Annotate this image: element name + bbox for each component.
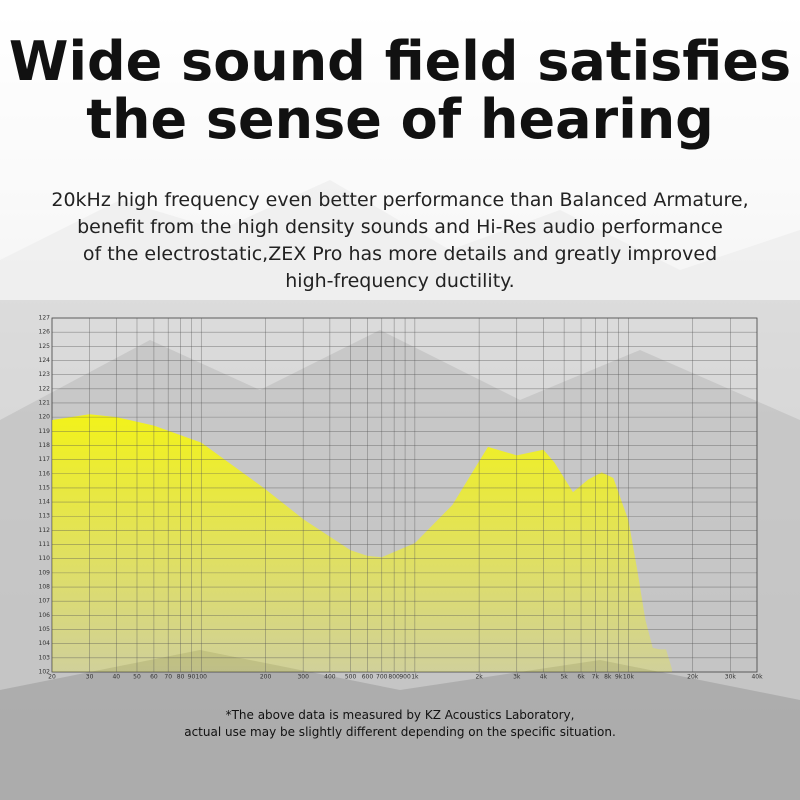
y-tick-label: 127 (39, 315, 51, 322)
y-tick-label: 108 (39, 584, 51, 591)
x-tick-label: 90 (188, 674, 196, 681)
y-tick-label: 113 (39, 513, 51, 520)
y-tick-label: 110 (39, 555, 51, 562)
title-backdrop (0, 0, 800, 300)
x-tick-label: 1k (411, 674, 419, 681)
y-tick-label: 121 (39, 399, 51, 406)
x-tick-label: 20k (687, 674, 699, 681)
x-tick-label: 100 (196, 674, 208, 681)
x-tick-label: 10k (623, 674, 635, 681)
x-tick-label: 60 (150, 674, 158, 681)
x-tick-label: 700 (376, 674, 388, 681)
x-tick-label: 400 (324, 674, 336, 681)
title: the sense of hearing (86, 88, 714, 151)
x-tick-label: 7k (592, 674, 600, 681)
subtitle: of the electrostatic,ZEX Pro has more de… (83, 243, 717, 265)
x-tick-label: 800 (388, 674, 400, 681)
y-tick-label: 117 (39, 456, 51, 463)
x-tick-label: 200 (260, 674, 272, 681)
y-tick-label: 114 (39, 499, 51, 506)
x-tick-label: 6k (577, 674, 585, 681)
x-tick-label: 3k (513, 674, 521, 681)
x-tick-label: 5k (560, 674, 568, 681)
mountain (0, 650, 800, 800)
y-tick-label: 107 (39, 598, 51, 605)
subtitle: benefit from the high density sounds and… (77, 216, 723, 238)
y-tick-label: 109 (39, 569, 51, 576)
x-tick-label: 70 (164, 674, 172, 681)
x-tick-label: 30 (86, 674, 94, 681)
y-tick-label: 102 (39, 669, 51, 676)
x-tick-label: 2k (475, 674, 483, 681)
x-tick-label: 900 (399, 674, 411, 681)
note: *The above data is measured by KZ Acoust… (226, 708, 575, 722)
y-tick-label: 111 (39, 541, 51, 548)
y-tick-label: 119 (39, 428, 51, 435)
title: Wide sound field satisfies (9, 30, 791, 93)
x-tick-label: 40 (112, 674, 120, 681)
x-tick-label: 40k (751, 674, 763, 681)
y-tick-label: 103 (39, 654, 51, 661)
y-tick-label: 106 (39, 612, 51, 619)
y-tick-label: 115 (39, 484, 51, 491)
x-tick-label: 8k (604, 674, 612, 681)
y-tick-label: 105 (39, 626, 51, 633)
y-tick-label: 122 (39, 385, 51, 392)
y-tick-label: 104 (39, 640, 51, 647)
y-tick-label: 118 (39, 442, 51, 449)
x-tick-label: 500 (345, 674, 357, 681)
y-tick-label: 112 (39, 527, 51, 534)
y-tick-label: 120 (39, 414, 51, 421)
subtitle: high-frequency ductility. (285, 270, 514, 292)
y-tick-label: 126 (39, 329, 51, 336)
y-tick-label: 125 (39, 343, 51, 350)
y-tick-label: 123 (39, 371, 51, 378)
y-tick-label: 124 (39, 357, 51, 364)
x-tick-label: 600 (362, 674, 374, 681)
subtitle: 20kHz high frequency even better perform… (51, 189, 748, 211)
x-tick-label: 9k (615, 674, 623, 681)
x-tick-label: 300 (297, 674, 309, 681)
y-tick-label: 116 (39, 470, 51, 477)
note: actual use may be slightly different dep… (184, 725, 616, 739)
x-tick-label: 30k (725, 674, 737, 681)
x-tick-label: 20 (48, 674, 56, 681)
x-tick-label: 80 (177, 674, 185, 681)
x-tick-label: 4k (540, 674, 548, 681)
x-tick-label: 50 (133, 674, 141, 681)
